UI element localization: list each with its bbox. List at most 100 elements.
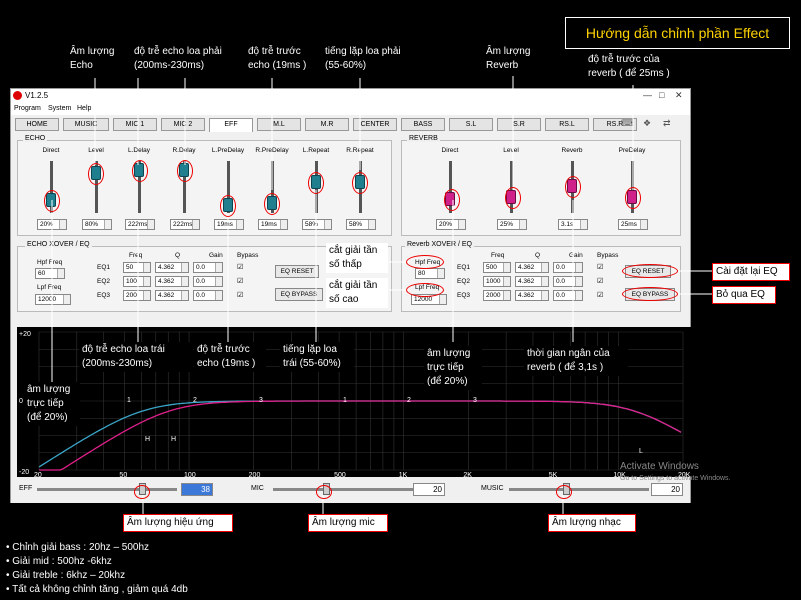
- highlight-echo-rrepeat: [352, 172, 368, 194]
- echo-eq-eq-q-input-1[interactable]: 4.362: [155, 262, 189, 273]
- reverb-eq-bypass-checkbox-1[interactable]: ☑: [597, 264, 604, 271]
- highlight-reverb-level: [505, 187, 521, 209]
- reverb-hpf-input[interactable]: 80: [415, 268, 445, 279]
- music-volume-value[interactable]: 20: [651, 483, 683, 496]
- close-icon[interactable]: ✕: [675, 90, 683, 100]
- minimize-icon[interactable]: —: [643, 90, 652, 100]
- echo-eq-bypass-checkbox-3[interactable]: ☑: [237, 292, 244, 299]
- echo-label-4: L.PreDelay: [211, 147, 245, 154]
- echo-eq-eq-label-1: EQ1: [97, 264, 111, 271]
- echo-eq-reset-button[interactable]: EQ RESET: [275, 265, 319, 278]
- echo-value-input-7[interactable]: 58%: [346, 219, 376, 230]
- graph-x-label-8: 10K: [613, 472, 626, 477]
- tab-sr[interactable]: S.R: [497, 118, 541, 131]
- echo-eq-eq-gain-input-2[interactable]: 0.0: [193, 276, 223, 287]
- reverb-value-input-1[interactable]: 25%: [497, 219, 527, 230]
- echo-value-input-5[interactable]: 19ms: [258, 219, 288, 230]
- echo-eq-bypass-checkbox-1[interactable]: ☑: [237, 264, 244, 271]
- note-echo-delay-right: độ trễ echo loa phải (200ms-230ms): [131, 44, 243, 74]
- graph-marker-left-3[interactable]: 3: [259, 397, 263, 404]
- maximize-icon[interactable]: □: [659, 90, 665, 100]
- echo-slider-track-4[interactable]: [227, 161, 230, 213]
- echo-eq-eq-freq-input-1[interactable]: 50: [123, 262, 151, 273]
- eff-volume-label: EFF: [19, 485, 33, 492]
- mic-volume-slider[interactable]: [273, 488, 413, 491]
- graph-marker-l[interactable]: L: [639, 448, 643, 455]
- tab-music[interactable]: MUSIC: [63, 118, 109, 131]
- echo-slider-track-3[interactable]: [183, 161, 186, 213]
- graph-marker-h-1[interactable]: H: [145, 436, 150, 443]
- tab-sl[interactable]: S.L: [449, 118, 493, 131]
- echo-eq-bypass-button[interactable]: EQ BYPASS: [275, 288, 323, 301]
- echo-value-input-2[interactable]: 222ms: [125, 219, 155, 230]
- tab-bass[interactable]: BASS: [401, 118, 445, 131]
- reverb-eq-eq-q-input-2[interactable]: 4.362: [515, 276, 549, 287]
- echo-eq-eq-gain-input-3[interactable]: 0.0: [193, 290, 223, 301]
- reverb-title: REVERB: [407, 135, 440, 142]
- reverb-eq-bypass-checkbox-3[interactable]: ☑: [597, 292, 604, 299]
- graph-marker-right-2[interactable]: 2: [407, 397, 411, 404]
- echo-slider-track-2[interactable]: [138, 161, 141, 213]
- menu-help[interactable]: Help: [77, 105, 92, 112]
- reverb-eq-eq-gain-input-3[interactable]: 0.0: [553, 290, 583, 301]
- tab-eff[interactable]: EFF: [209, 118, 253, 132]
- reverb-value-input-2[interactable]: 3.1s: [558, 219, 588, 230]
- reverb-eq-eq-q-input-3[interactable]: 4.362: [515, 290, 549, 301]
- menu-system[interactable]: System: [48, 105, 72, 112]
- tab-rsr[interactable]: RS.R: [593, 118, 637, 131]
- echo-eq-eq-q-input-2[interactable]: 4.362: [155, 276, 189, 287]
- tab-mic1[interactable]: MIC 1: [113, 118, 157, 131]
- highlight-echo-rdelay: [177, 160, 193, 182]
- echo-eq-bypass-checkbox-2[interactable]: ☑: [237, 278, 244, 285]
- keyboard-icon[interactable]: ⌨: [621, 118, 634, 128]
- menu-program[interactable]: Program: [14, 105, 41, 112]
- note-reverb-predelay: độ trễ trước của reverb ( để 25ms ): [585, 52, 685, 82]
- echo-hpf-input[interactable]: 60: [35, 268, 65, 279]
- mic-volume-value[interactable]: 20: [413, 483, 445, 496]
- reverb-eq-eq-freq-input-2[interactable]: 1000: [483, 276, 511, 287]
- tab-ml[interactable]: M.L: [257, 118, 301, 131]
- reverb-slider-track-0[interactable]: [449, 161, 452, 213]
- graph-marker-left-1[interactable]: 1: [127, 397, 131, 404]
- echo-value-input-3[interactable]: 222ms: [170, 219, 200, 230]
- echo-eq-eq-freq-input-3[interactable]: 200: [123, 290, 151, 301]
- tab-rsl[interactable]: RS.L: [545, 118, 589, 131]
- echo-value-input-0[interactable]: 20%: [37, 219, 67, 230]
- graph-marker-right-3[interactable]: 3: [473, 397, 477, 404]
- echo-eq-eq-q-input-3[interactable]: 4.362: [155, 290, 189, 301]
- echo-eq-eq-freq-input-2[interactable]: 100: [123, 276, 151, 287]
- echo-lpf-input[interactable]: 12000: [35, 294, 71, 305]
- highlight-reverb-hpf: [406, 255, 444, 269]
- echo-label-7: R.Repeat: [346, 147, 374, 154]
- echo-eq-curve: [38, 400, 682, 468]
- echo-value-input-6[interactable]: 58%: [302, 219, 332, 230]
- highlight-reverb-lpf: [406, 283, 444, 297]
- echo-slider-track-1[interactable]: [95, 161, 98, 213]
- reverb-eq-eq-freq-input-3[interactable]: 2000: [483, 290, 511, 301]
- eff-volume-slider[interactable]: [37, 488, 177, 491]
- graph-marker-left-2[interactable]: 2: [193, 397, 197, 404]
- reverb-value-input-0[interactable]: 20%: [436, 219, 466, 230]
- graph-marker-right-1[interactable]: 1: [343, 397, 347, 404]
- echo-value-input-4[interactable]: 19ms: [214, 219, 244, 230]
- reverb-eq-eq-gain-input-1[interactable]: 0.0: [553, 262, 583, 273]
- echo-value-input-1[interactable]: 80%: [82, 219, 112, 230]
- echo-slider-track-5[interactable]: [271, 161, 274, 213]
- reverb-eq-bypass-checkbox-2[interactable]: ☑: [597, 278, 604, 285]
- echo-slider-track-0[interactable]: [50, 161, 53, 213]
- tab-home[interactable]: HOME: [15, 118, 59, 131]
- eff-volume-value[interactable]: 38: [181, 483, 213, 496]
- tab-center[interactable]: CENTER: [353, 118, 397, 131]
- reverb-eq-eq-freq-input-1[interactable]: 500: [483, 262, 511, 273]
- reverb-eq-eq-q-input-1[interactable]: 4.362: [515, 262, 549, 273]
- graph-marker-h-2[interactable]: H: [171, 436, 176, 443]
- tab-mic2[interactable]: MIC 2: [161, 118, 205, 131]
- note-eq-reset: Cài đặt lại EQ: [712, 263, 790, 281]
- echo-eq-eq-gain-input-1[interactable]: 0.0: [193, 262, 223, 273]
- reverb-value-input-3[interactable]: 25ms: [618, 219, 648, 230]
- music-volume-slider[interactable]: [509, 488, 649, 491]
- reverb-eq-eq-label-1: EQ1: [457, 264, 471, 271]
- reverb-eq-eq-gain-input-2[interactable]: 0.0: [553, 276, 583, 287]
- highlight-echo-lrepeat: [308, 172, 324, 194]
- tab-mr[interactable]: M.R: [305, 118, 349, 131]
